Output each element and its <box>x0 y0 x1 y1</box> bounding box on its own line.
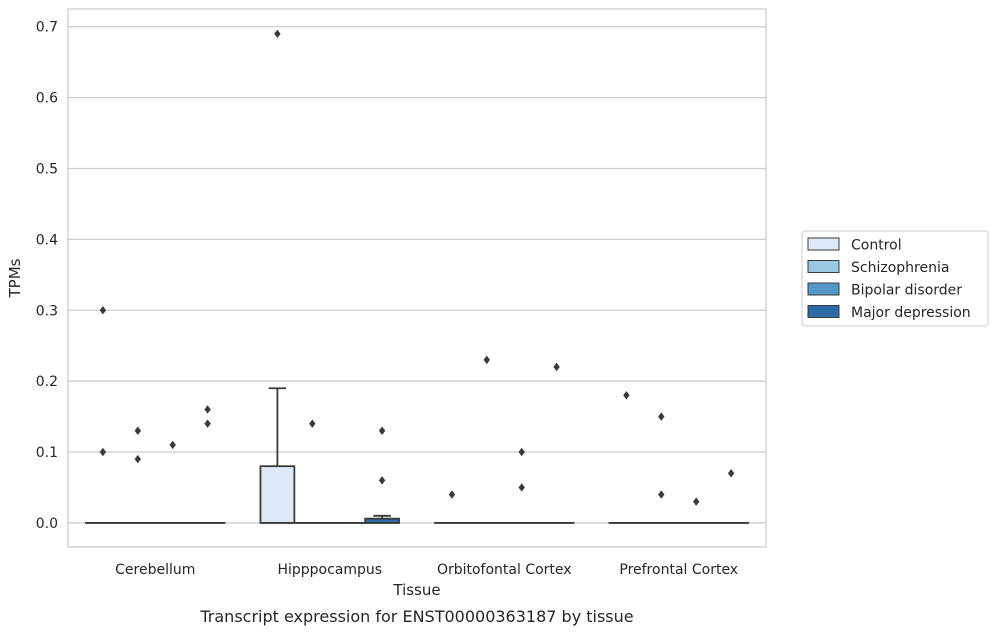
plot-area <box>68 9 766 547</box>
legend-label: Bipolar disorder <box>851 283 962 299</box>
outlier-marker <box>169 440 176 450</box>
outlier-marker <box>134 426 141 435</box>
x-tick-label: Prefrontal Cortex <box>619 562 738 578</box>
outlier-marker <box>448 490 456 499</box>
y-tick-label: 0.5 <box>36 161 58 177</box>
legend: Control Schizophrenia Bipolar disorder Majo… <box>801 230 989 327</box>
legend-label: Schizophrenia <box>851 260 949 276</box>
outlier-marker <box>693 497 700 506</box>
outlier-marker <box>553 362 560 372</box>
y-axis-label: TPMs <box>6 258 24 298</box>
legend-swatch <box>807 305 840 318</box>
y-tick-label: 0.7 <box>36 20 58 36</box>
legend-item: Schizophrenia <box>807 260 949 276</box>
y-tick-label: 0.4 <box>36 232 58 248</box>
outlier-marker <box>274 29 281 39</box>
outlier-marker <box>727 469 735 478</box>
y-axis-ticks: 0.0 0.1 0.2 0.3 0.4 0.5 0.6 0.7 <box>36 20 58 532</box>
outlier-marker <box>204 405 211 414</box>
legend-label: Control <box>851 238 902 254</box>
legend-item: Control <box>807 237 902 254</box>
box <box>364 514 400 524</box>
legend-swatch <box>807 237 840 251</box>
gridlines <box>68 26 766 524</box>
box <box>259 387 296 524</box>
outlier-marker <box>378 476 386 485</box>
outlier-marker <box>378 426 386 435</box>
outlier-marker <box>99 447 107 457</box>
chart-caption: Transcript expression for ENST0000036318… <box>199 607 633 626</box>
x-axis-ticks: Cerebellum Hipppocampus Orbitofontal Corte… <box>115 562 738 578</box>
y-tick-label: 0.2 <box>36 374 58 390</box>
outliers <box>99 29 735 506</box>
y-tick-label: 0.0 <box>36 516 58 532</box>
outlier-marker <box>134 454 141 464</box>
outlier-marker <box>204 419 211 428</box>
legend-item: Bipolar disorder <box>807 282 962 299</box>
legend-item: Major depression <box>807 305 971 321</box>
legend-swatch <box>807 260 840 273</box>
y-tick-label: 0.1 <box>36 445 58 461</box>
x-tick-label: Cerebellum <box>115 562 195 578</box>
outlier-marker <box>658 412 665 421</box>
boxes <box>85 387 749 524</box>
x-tick-label: Orbitofontal Cortex <box>437 562 572 578</box>
outlier-marker <box>99 306 107 315</box>
outlier-marker <box>518 483 525 492</box>
y-tick-label: 0.3 <box>36 303 58 319</box>
legend-swatch <box>807 282 840 296</box>
legend-frame <box>801 230 989 327</box>
outlier-marker <box>623 391 630 400</box>
outlier-marker <box>309 419 316 428</box>
x-axis-label: Tissue <box>392 581 440 599</box>
x-tick-label: Hipppocampus <box>277 562 382 578</box>
box-body <box>259 465 296 524</box>
outlier-marker <box>483 355 490 365</box>
plot-frame <box>67 8 767 548</box>
outlier-marker <box>518 447 525 457</box>
outlier-marker <box>658 490 665 499</box>
y-tick-label: 0.6 <box>36 91 58 107</box>
legend-label: Major depression <box>851 305 971 321</box>
